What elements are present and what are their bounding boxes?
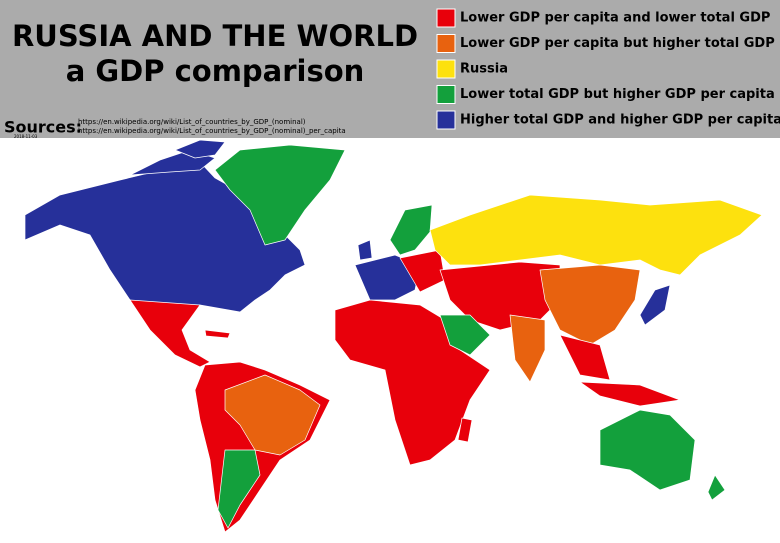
legend-swatch <box>436 59 456 79</box>
uk <box>357 239 373 261</box>
sources-label: Sources: <box>4 118 82 137</box>
arctic-islands <box>174 139 226 159</box>
greenland <box>214 144 346 246</box>
argentina <box>217 449 261 529</box>
legend-swatch <box>436 34 456 53</box>
legend-label: Higher total GDP and higher GDP per capi… <box>460 113 780 128</box>
australia <box>599 409 696 491</box>
legend-label: Lower GDP per capita and lower total GDP <box>460 11 770 26</box>
india <box>509 314 546 383</box>
title: RUSSIA AND THE WORLD <box>12 19 418 53</box>
subtitle: a GDP comparison <box>66 54 365 88</box>
source-url: https://en.wikipedia.org/wiki/List_of_co… <box>78 118 306 126</box>
world-map <box>24 139 763 533</box>
china <box>539 264 641 346</box>
legend-swatch <box>436 8 456 28</box>
legend-swatch <box>436 85 456 104</box>
russia <box>429 194 763 276</box>
legend-label: Lower total GDP but higher GDP per capit… <box>460 87 775 102</box>
indonesia <box>579 381 681 407</box>
legend: Lower GDP per capita and lower total GDP… <box>436 8 780 130</box>
legend-label: Russia <box>460 62 508 77</box>
japan <box>639 284 671 326</box>
new-zealand <box>707 474 726 501</box>
legend-swatch <box>436 110 456 130</box>
saudi-arabia <box>439 314 491 356</box>
southeast-asia <box>559 334 611 381</box>
scandinavia <box>389 204 433 256</box>
caribbean <box>204 329 231 339</box>
legend-label: Lower GDP per capita but higher total GD… <box>460 36 775 51</box>
header-band <box>0 0 780 138</box>
madagascar <box>457 417 473 443</box>
central-america <box>129 299 211 368</box>
brazil <box>224 374 321 456</box>
date: 2018-11-03 <box>14 134 38 139</box>
source-url: https://en.wikipedia.org/wiki/List_of_co… <box>78 127 346 135</box>
